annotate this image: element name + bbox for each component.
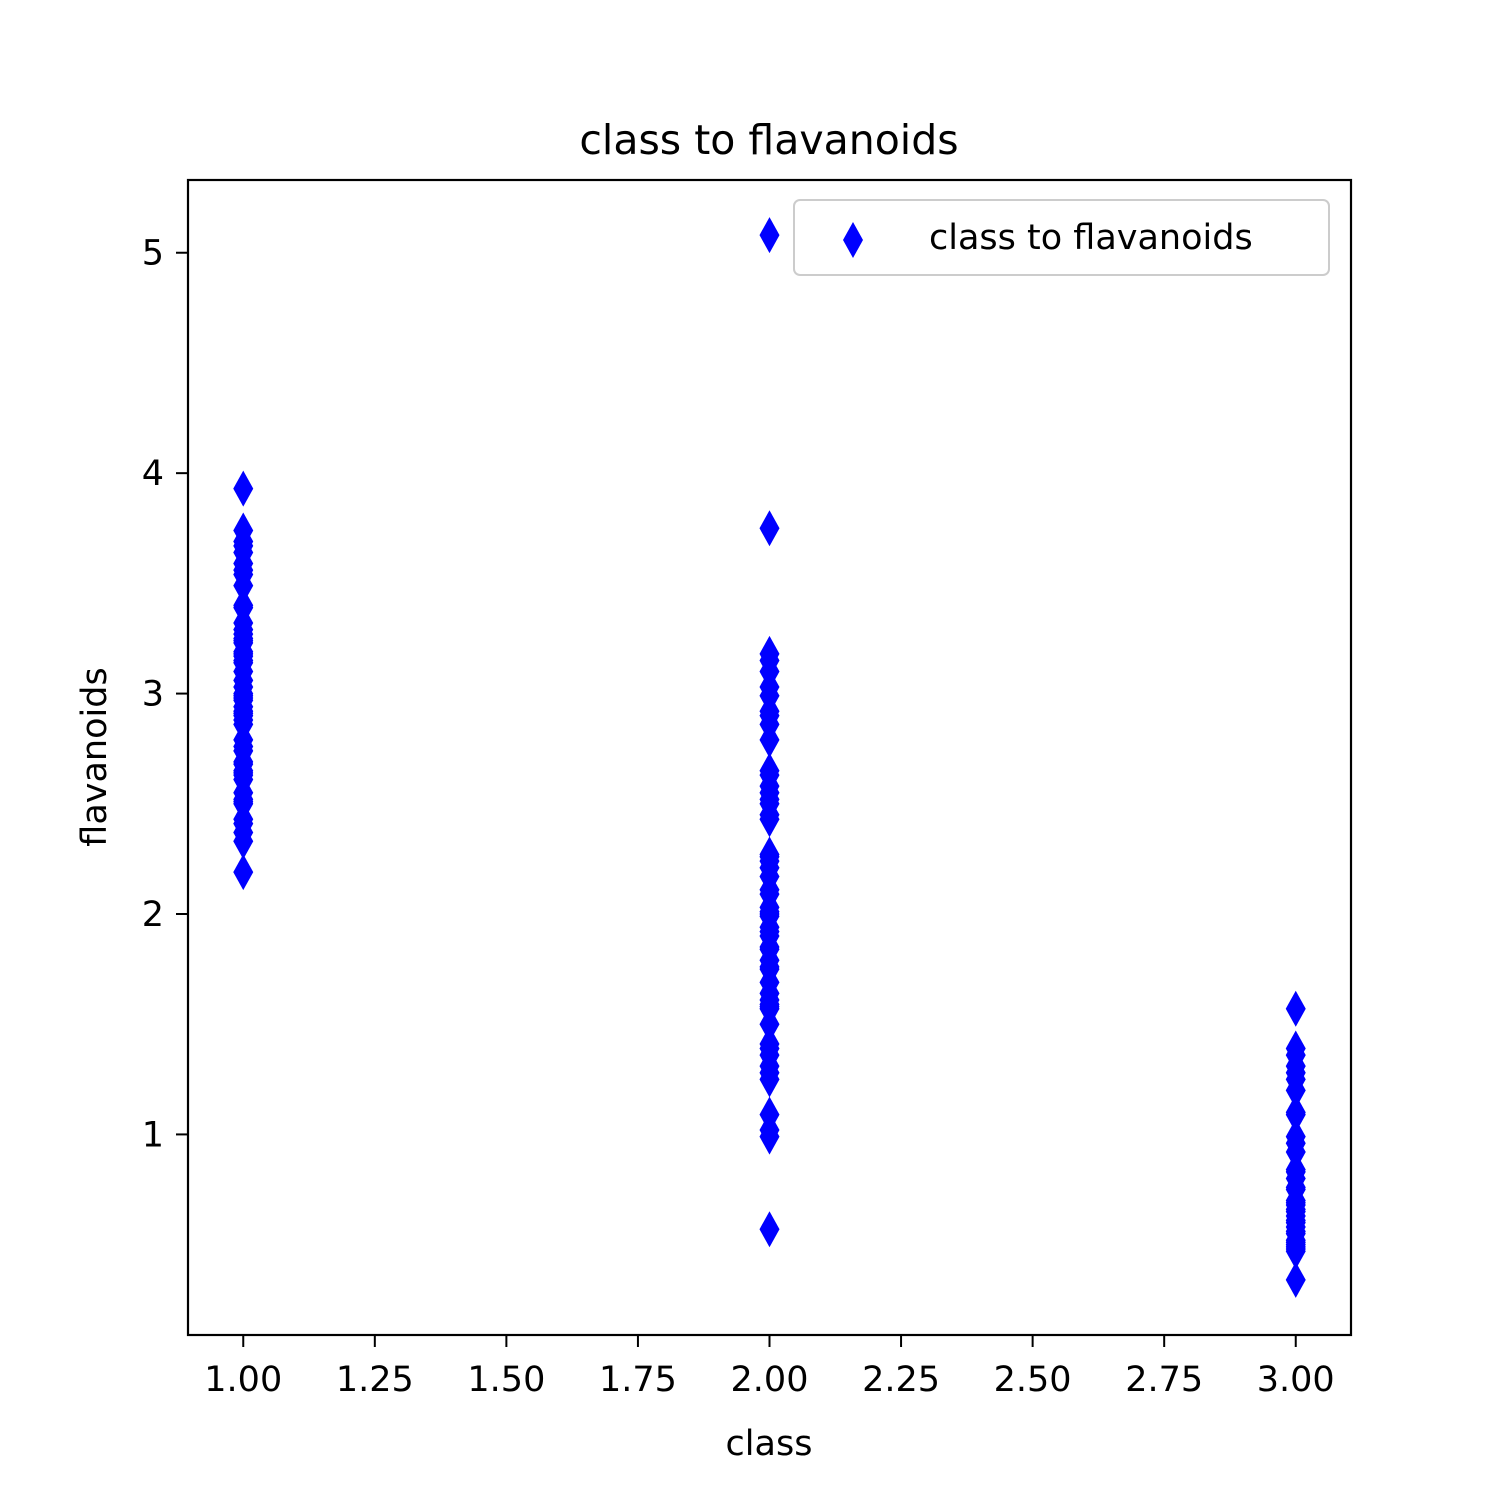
plot-frame <box>186 178 1353 1337</box>
data-point-0-114 <box>1285 1072 1306 1109</box>
legend-box <box>793 199 1330 276</box>
legend: class to flavanoids <box>793 199 1330 276</box>
x-tick-label-4: 2.00 <box>731 1360 809 1400</box>
data-point-0-8 <box>233 567 254 604</box>
data-point-0-107 <box>759 1211 780 1248</box>
data-point-0-108 <box>1285 990 1306 1027</box>
data-points <box>233 217 1306 1298</box>
data-point-0-0 <box>233 470 254 507</box>
y-tick-label-2: 3 <box>142 675 164 715</box>
x-axis-ticks: 1.00 1.25 1.50 1.75 2.00 2.25 2.50 2.75 3.00 <box>204 1335 1335 1400</box>
data-point-0-141 <box>1285 1233 1306 1270</box>
data-point-0-116 <box>1285 1096 1306 1133</box>
data-point-0-52 <box>233 854 254 891</box>
x-tick-label-6: 2.50 <box>994 1360 1072 1400</box>
data-point-0-103 <box>759 1061 780 1098</box>
data-point-0-51 <box>233 823 254 860</box>
y-tick-label-0: 1 <box>142 1115 164 1155</box>
data-point-0-53 <box>759 217 780 254</box>
x-tick-label-8: 3.00 <box>1257 1360 1335 1400</box>
data-point-0-54 <box>759 510 780 547</box>
legend-label: class to flavanoids <box>929 218 1253 258</box>
x-axis-label: class <box>726 1424 813 1464</box>
y-axis-label: flavanoids <box>75 667 115 846</box>
data-point-0-142 <box>1285 1261 1306 1298</box>
y-tick-label-4: 5 <box>142 234 164 274</box>
legend-marker <box>843 222 863 258</box>
data-point-0-63 <box>759 721 780 758</box>
x-tick-label-0: 1.00 <box>204 1360 282 1400</box>
data-point-0-97 <box>759 1006 780 1043</box>
y-axis-ticks: 1 2 3 4 5 <box>142 234 188 1155</box>
data-point-0-106 <box>759 1118 780 1155</box>
x-tick-label-2: 1.50 <box>467 1360 545 1400</box>
x-tick-label-1: 1.25 <box>336 1360 414 1400</box>
chart-title: class to flavanoids <box>579 116 958 164</box>
x-tick-label-7: 2.75 <box>1125 1360 1203 1400</box>
x-tick-label-3: 1.75 <box>599 1360 677 1400</box>
y-tick-label-1: 2 <box>142 895 164 935</box>
y-tick-label-3: 4 <box>142 454 164 494</box>
x-tick-label-5: 2.25 <box>862 1360 940 1400</box>
data-point-0-71 <box>759 801 780 838</box>
